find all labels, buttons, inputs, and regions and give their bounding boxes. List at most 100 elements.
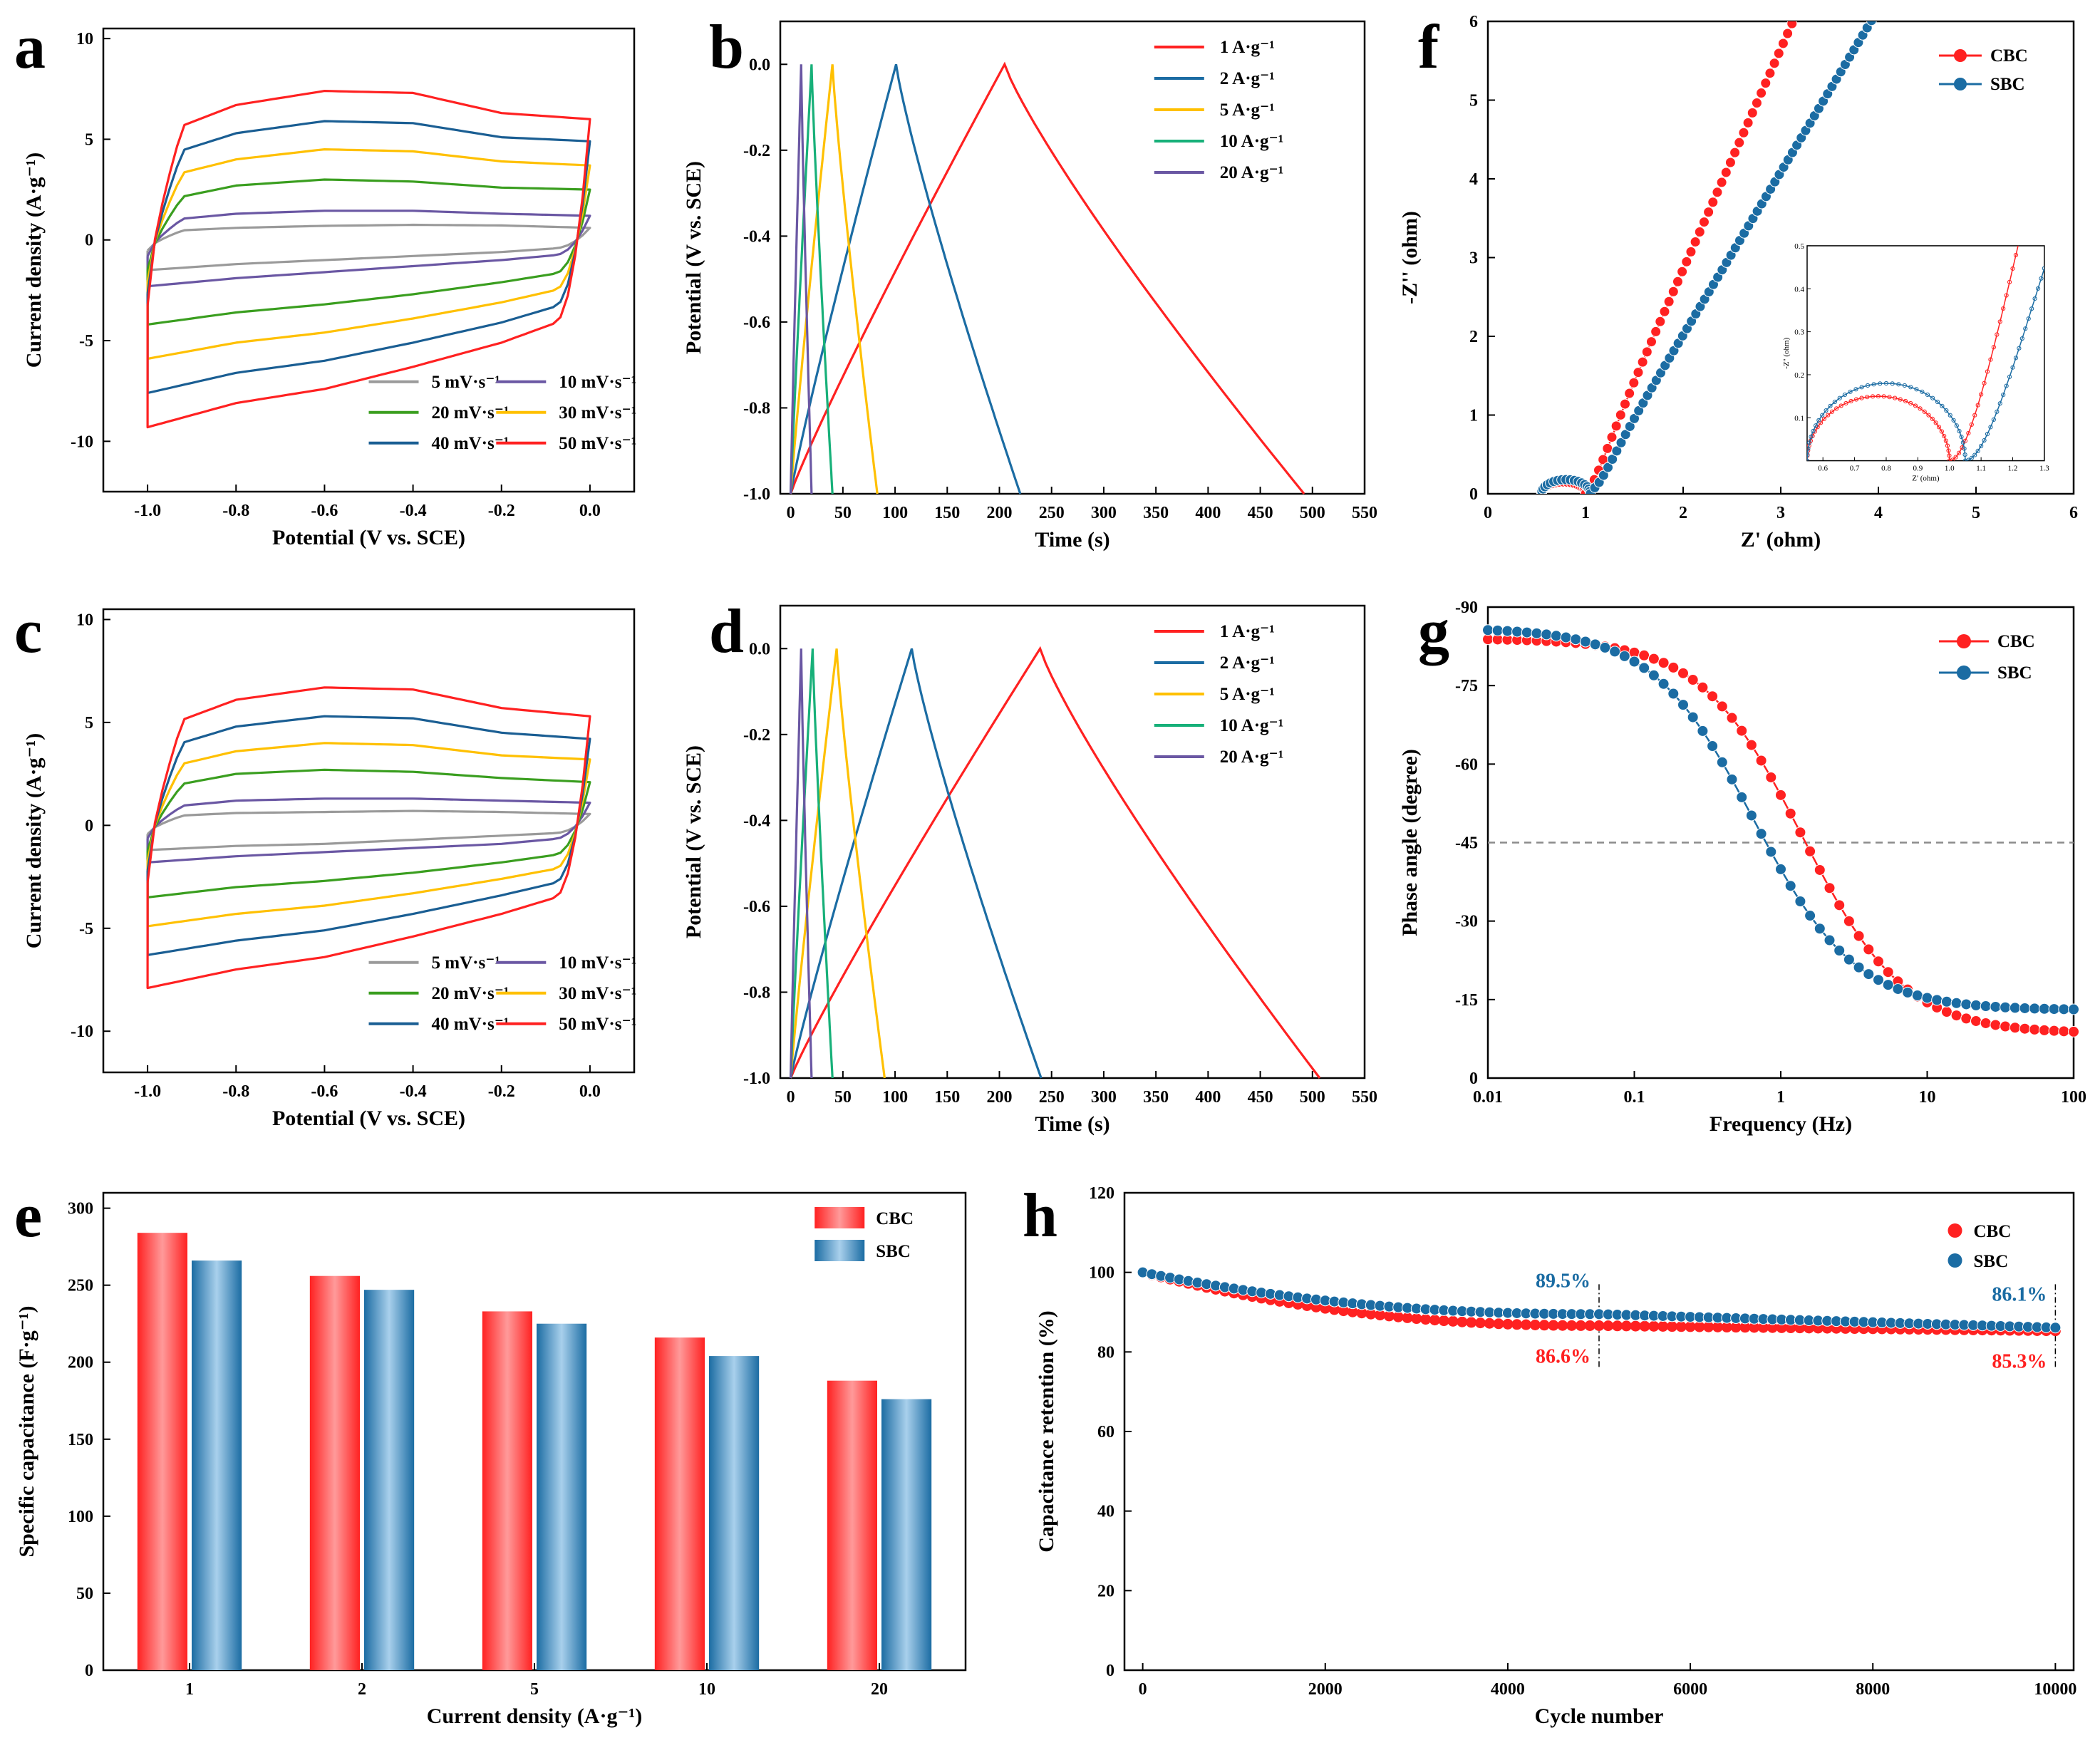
x-tick-label: 4 [1874, 504, 1883, 522]
nyquist-point-cbc [1602, 442, 1613, 454]
inset-point-sbc [2019, 336, 2024, 341]
inset-point-sbc [1962, 458, 1968, 461]
inset-point-cbc [2030, 185, 2034, 189]
inset-point-sbc [2055, 226, 2059, 229]
inset-point-sbc [1806, 446, 1811, 451]
legend-marker [1948, 1253, 1962, 1268]
plot-frame [102, 27, 636, 493]
bode-point-cbc [1745, 739, 1757, 751]
cycle-point-cbc [1429, 1315, 1440, 1326]
inset-point-sbc [2017, 346, 2022, 351]
x-axis-title: Time (s) [1035, 528, 1110, 552]
cycle-point-cbc [1749, 1322, 1760, 1333]
inset-point-cbc [1947, 453, 1952, 458]
inset-point-sbc [1940, 403, 1945, 408]
x-axis-title: Current density (A·g⁻¹) [427, 1704, 643, 1728]
bar-sbc [192, 1260, 242, 1670]
bode-point-sbc [1667, 688, 1680, 700]
bar-cbc [827, 1380, 877, 1670]
nyquist-point-sbc [1880, 0, 1890, 4]
nyquist-point-cbc [1633, 367, 1644, 378]
y-tick-label: -0.4 [743, 227, 770, 246]
inset-point-sbc [1816, 418, 1821, 423]
inset-x-tick-label: 1.2 [2008, 465, 2018, 473]
inset-point-sbc [1902, 383, 1907, 388]
inset-point-cbc [1972, 413, 1977, 418]
panel-f: f 0 1 2 3 4 5 6 0 1 2 3 4 5 6 Z' (ohm) -Z'' (ohm) CBC SBC 0… [1398, 0, 2078, 552]
inset-point-cbc [1848, 398, 1853, 404]
cv-curve-1 [146, 209, 591, 288]
x-axis-title: Z' (ohm) [1741, 528, 1821, 552]
x-tick-label: 0.0 [579, 1082, 601, 1101]
bode-point-sbc [1931, 994, 1943, 1006]
y-tick-label: 0.0 [749, 640, 770, 658]
y-tick-label: 3 [1469, 249, 1478, 268]
x-tick-label: 350 [1143, 1088, 1169, 1107]
bode-point-cbc [1648, 653, 1660, 665]
inset-point-cbc [1865, 395, 1870, 400]
y-axis-title: Potential (V vs. SCE) [682, 161, 705, 354]
cycle-point-cbc [1694, 1321, 1705, 1332]
x-tick-label: -0.4 [400, 1082, 427, 1101]
nyquist-point-sbc [1620, 429, 1631, 440]
bode-point-sbc [1950, 997, 1962, 1009]
y-tick-label: 6 [1469, 13, 1478, 31]
nyquist-point-cbc [1742, 117, 1754, 128]
bode-point-sbc [2029, 1003, 2041, 1015]
cycle-point-cbc [1685, 1321, 1696, 1332]
gcd-curve-1 [790, 63, 1022, 495]
nyquist-point-cbc [1690, 236, 1701, 247]
cycle-point-cbc [1584, 1320, 1595, 1331]
inset-point-sbc [1962, 446, 1967, 451]
y-axis-title: Current density (A·g⁻¹) [22, 152, 46, 368]
legend-marker [1953, 78, 1967, 90]
bode-point-sbc [1882, 979, 1894, 991]
inset-y-tick-label: 0.5 [1794, 242, 1804, 251]
inset-point-sbc [1957, 428, 1962, 434]
inset-point-sbc [1824, 408, 1829, 413]
bode-point-sbc [1618, 650, 1630, 662]
bode-point-cbc [1940, 1006, 1952, 1018]
x-tick-label: 100 [882, 504, 908, 522]
cycle-point-cbc [1529, 1319, 1541, 1330]
x-tick-label: 0 [1139, 1680, 1147, 1699]
inset-point-sbc [2013, 356, 2019, 361]
cycle-point-cbc [1566, 1320, 1578, 1331]
x-tick-label: 10000 [2034, 1680, 2076, 1699]
bode-point-cbc [2048, 1025, 2060, 1037]
cycle-point-cbc [1383, 1310, 1395, 1322]
cycle-point-cbc [1420, 1314, 1432, 1325]
cycle-point-cbc [1730, 1322, 1742, 1333]
bode-point-cbc [1716, 700, 1728, 713]
y-tick-label: 0 [85, 817, 93, 835]
inset-point-sbc [2029, 306, 2034, 311]
x-tick-label: 1 [185, 1680, 194, 1699]
bode-point-cbc [1755, 755, 1767, 767]
bode-point-sbc [1531, 627, 1543, 639]
bode-point-cbc [1638, 649, 1650, 661]
bode-line-0 [1487, 638, 2074, 1033]
nyquist-point-cbc [1694, 227, 1705, 238]
inset-x-title: Z' (ohm) [1912, 475, 1940, 483]
inset-point-sbc [1975, 448, 1980, 454]
y-tick-label: 5 [85, 714, 93, 732]
y-tick-label: 10 [76, 611, 93, 629]
x-tick-label: 100 [2061, 1088, 2086, 1107]
inset-point-sbc [1982, 438, 1987, 443]
bode-point-cbc [1853, 930, 1865, 942]
bode-point-cbc [1950, 1010, 1962, 1022]
nyquist-point-sbc [1603, 462, 1614, 473]
inset-y-tick-label: 0.1 [1794, 414, 1804, 423]
y-tick-label: 0 [1469, 485, 1478, 504]
y-tick-label: -0.6 [743, 898, 770, 916]
cv-curve-1 [146, 797, 591, 864]
legend-label: 30 mV·s⁻¹ [559, 984, 636, 1003]
inset-point-sbc [1813, 423, 1819, 428]
bode-point-sbc [1550, 630, 1562, 642]
legend-marker [1956, 634, 1971, 648]
cycle-point-cbc [1375, 1310, 1386, 1321]
bode-point-sbc [2038, 1003, 2050, 1015]
inset-point-cbc [1947, 458, 1952, 461]
legend-marker [1953, 49, 1967, 62]
inset-x-tick-label: 1.0 [1945, 465, 1955, 473]
